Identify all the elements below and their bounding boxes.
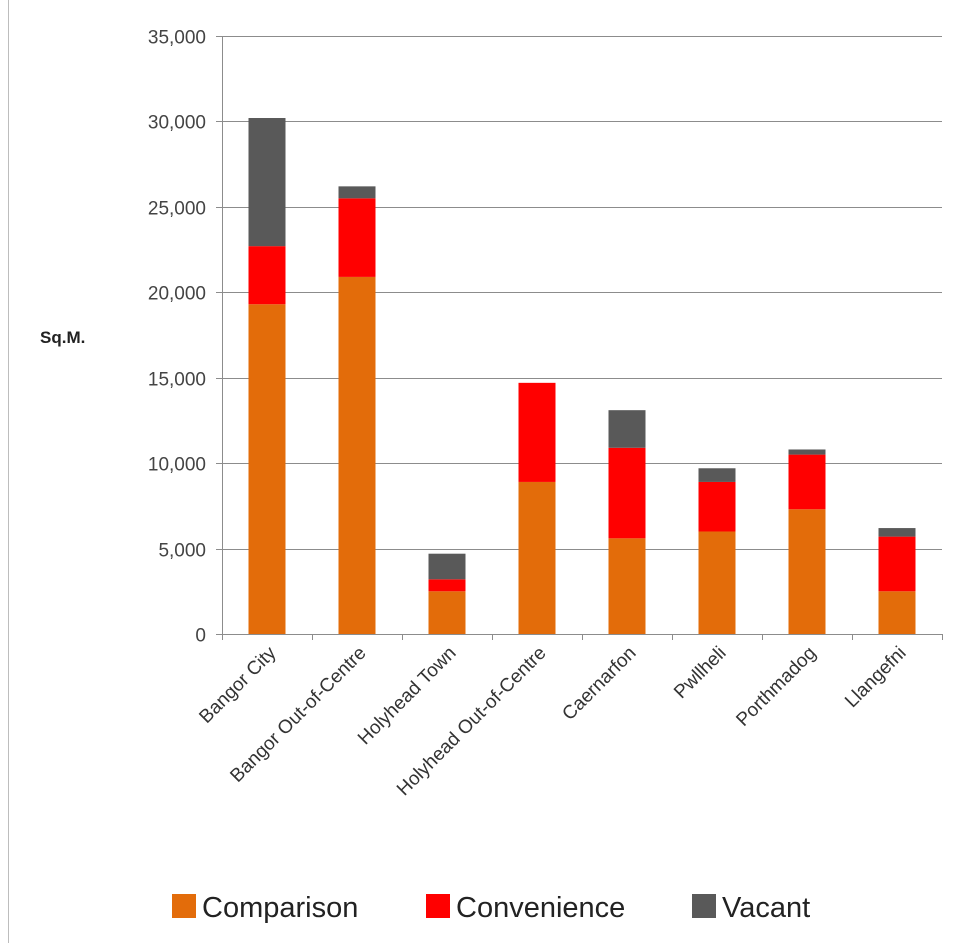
bar-vacant-0 xyxy=(248,118,286,247)
bar-comparison-7 xyxy=(878,591,916,634)
legend-label-convenience: Convenience xyxy=(456,892,625,924)
bar-comparison-0 xyxy=(248,304,286,634)
bar-convenience-2 xyxy=(428,579,466,592)
legend-swatch-comparison xyxy=(172,894,196,918)
bar-vacant-1 xyxy=(338,186,376,199)
bar-convenience-5 xyxy=(698,481,736,532)
bar-comparison-3 xyxy=(518,481,556,634)
bar-convenience-1 xyxy=(338,198,376,277)
y-tick-label: 15,000 xyxy=(148,370,206,391)
y-tick-label: 10,000 xyxy=(148,455,206,476)
x-tick-label: Porthmadog xyxy=(732,643,820,731)
y-tick-label: 0 xyxy=(195,626,206,647)
bar-vacant-2 xyxy=(428,553,466,580)
bar-vacant-5 xyxy=(698,468,736,482)
bar-vacant-6 xyxy=(788,449,826,455)
y-tick-label: 20,000 xyxy=(148,284,206,305)
bar-convenience-3 xyxy=(518,382,556,482)
bar-comparison-6 xyxy=(788,509,826,634)
gridlines xyxy=(222,36,942,550)
bar-comparison-5 xyxy=(698,531,736,634)
bar-convenience-0 xyxy=(248,246,286,305)
chart-frame xyxy=(8,0,955,943)
y-tick-label: 25,000 xyxy=(148,199,206,220)
bar-comparison-4 xyxy=(608,538,646,634)
bar-comparison-1 xyxy=(338,276,376,634)
legend-label-vacant: Vacant xyxy=(722,892,810,924)
axes xyxy=(222,36,942,635)
legend: Comparison Convenience Vacant xyxy=(172,892,810,924)
y-axis-label: Sq.M. xyxy=(40,328,85,347)
y-tick-label: 35,000 xyxy=(148,28,206,49)
bar-convenience-6 xyxy=(788,454,826,510)
legend-swatch-vacant xyxy=(692,894,716,918)
legend-swatch-convenience xyxy=(426,894,450,918)
bar-vacant-4 xyxy=(608,410,646,448)
bar-convenience-4 xyxy=(608,447,646,539)
bar-convenience-7 xyxy=(878,536,916,592)
x-tick-label: Pwllheli xyxy=(670,643,730,703)
x-tick-label: Holyhead Out-of-Centre xyxy=(393,643,550,800)
legend-label-comparison: Comparison xyxy=(202,892,358,924)
x-tick-label: Caernarfon xyxy=(558,643,640,725)
x-tick-label: Bangor City xyxy=(195,642,280,727)
y-tick-label: 5,000 xyxy=(158,541,206,562)
x-tick-label: Llangefni xyxy=(841,643,910,712)
bars xyxy=(248,118,916,634)
bar-vacant-7 xyxy=(878,528,916,537)
y-tick-label: 30,000 xyxy=(148,113,206,134)
bar-comparison-2 xyxy=(428,591,466,634)
y-axis-ticks: 0 5,000 10,000 15,000 20,000 25,000 30,000 35,0… xyxy=(148,28,222,647)
